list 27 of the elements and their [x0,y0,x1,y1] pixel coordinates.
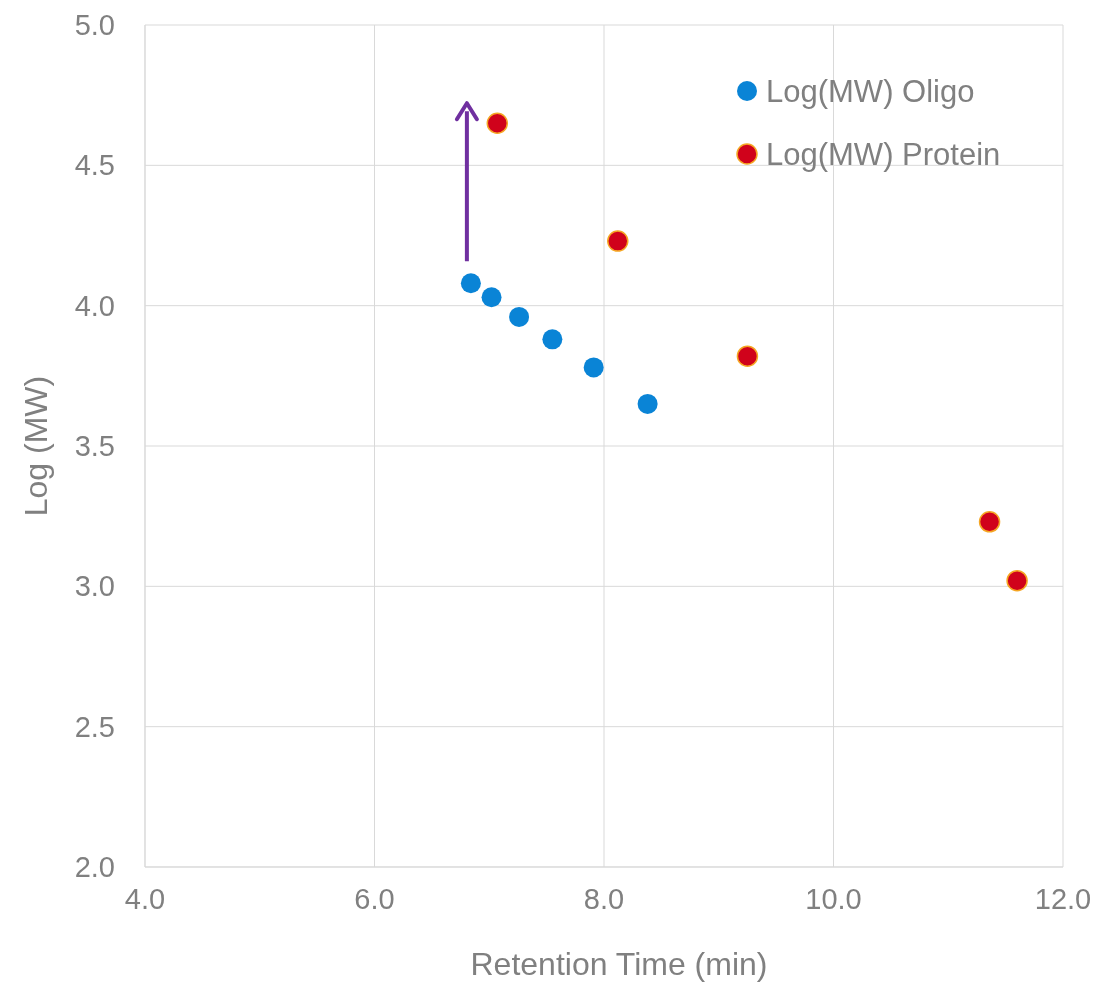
x-tick-label: 12.0 [1034,883,1092,915]
y-tick-label: 2.5 [74,710,115,743]
y-tick-label: 3.0 [74,570,115,603]
point [736,345,759,367]
y-axis-title: Log (MW) [18,375,54,517]
point [1006,569,1028,592]
point [481,287,502,308]
x-tick-label: 8.0 [583,883,625,915]
point [509,306,530,327]
x-tick-label: 10.0 [805,883,862,915]
point [583,357,604,378]
y-tick-label: 4.0 [74,289,115,322]
point [607,230,629,252]
point [486,112,509,134]
x-axis-title: Retention Time (min) [470,946,768,982]
point [460,273,481,294]
point [637,393,658,414]
y-tick-label: 2.0 [74,851,115,883]
point [542,329,563,350]
y-tick-label: 3.5 [74,430,115,462]
y-tick-label: 5.0 [74,9,115,41]
y-tick-label: 4.5 [74,149,115,182]
x-tick-label: 4.0 [124,883,166,915]
legend-label: Log(MW) Protein [766,137,1001,172]
point [978,511,1001,533]
x-tick-label: 6.0 [354,883,395,915]
legend-label: Log(MW) Oligo [766,74,975,109]
